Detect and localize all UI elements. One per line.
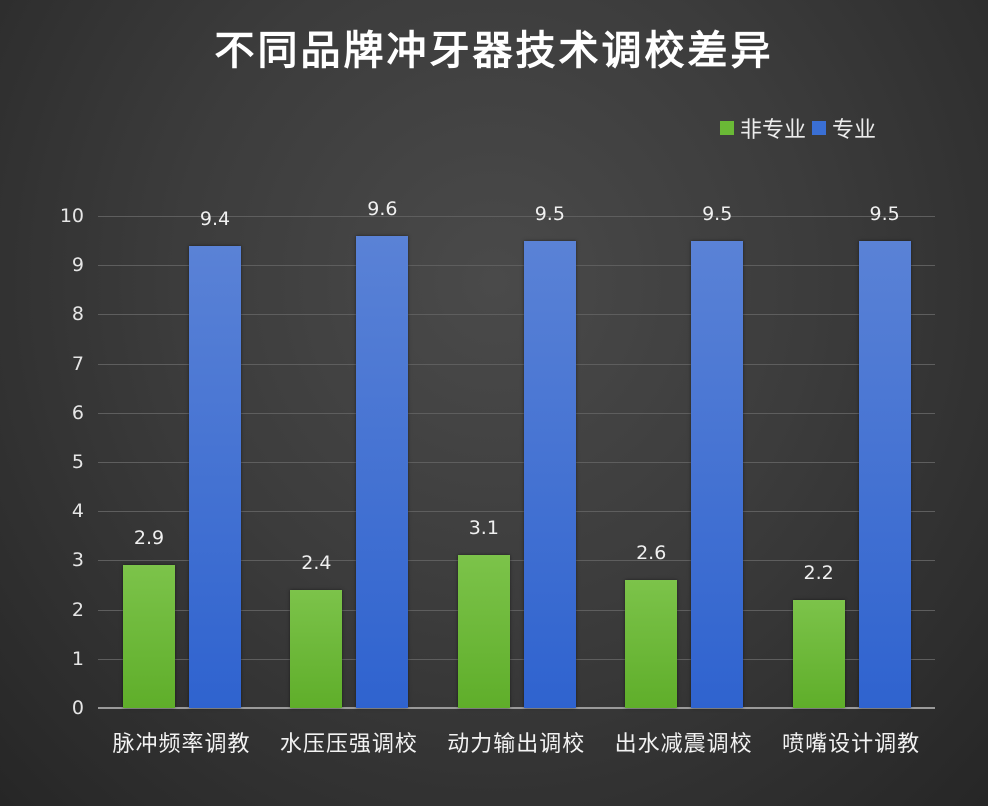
gridline (98, 511, 935, 513)
x-tick-label: 喷嘴设计调教 (782, 732, 921, 757)
bar-pro (523, 240, 576, 708)
gridline (98, 609, 935, 611)
y-tick-label: 10 (59, 205, 84, 227)
gridline (98, 314, 935, 316)
bar-pro (691, 240, 744, 708)
bar-pro (858, 240, 911, 708)
gridline (98, 560, 935, 562)
legend-item-pro: 专业 (812, 112, 876, 144)
plot-area: 2.9 9.4 2.4 9.6 3.1 9.5 2.6 9.5 2.2 9.5 (98, 198, 935, 709)
data-label: 9.4 (199, 207, 231, 230)
chart-title: 不同品牌冲牙器技术调校差异 (214, 27, 774, 74)
data-label: 2.2 (803, 561, 834, 584)
y-tick-label: 3 (71, 549, 84, 572)
x-tick-label: 动力输出调校 (447, 732, 586, 757)
x-tick-label: 脉冲频率调教 (112, 732, 251, 757)
legend-swatch-green (720, 121, 734, 135)
gridline (98, 462, 935, 463)
data-label: 9.5 (534, 202, 565, 225)
y-tick-label: 7 (71, 352, 84, 375)
x-axis-line (98, 707, 935, 709)
gridline (98, 265, 935, 267)
y-tick-label: 4 (71, 500, 84, 523)
bar-nonpro (457, 555, 510, 708)
legend: 非专业 专业 (720, 112, 882, 144)
gridline (98, 412, 935, 414)
bar-nonpro (625, 580, 678, 708)
bar-pro (189, 245, 241, 708)
data-label: 9.5 (869, 202, 900, 225)
x-tick-label: 出水减震调校 (614, 732, 753, 757)
data-label: 2.4 (301, 551, 332, 574)
data-label: 2.6 (636, 542, 667, 565)
bar-nonpro (123, 565, 175, 708)
y-tick-label: 6 (71, 401, 84, 424)
legend-item-nonpro: 非专业 (720, 112, 806, 144)
data-label: 9.6 (367, 197, 398, 220)
x-tick-label: 水压压强调校 (279, 732, 418, 757)
legend-swatch-blue (812, 121, 827, 135)
gridline (98, 363, 935, 365)
y-tick-label: 9 (71, 254, 84, 277)
bar-nonpro (792, 599, 845, 708)
y-tick-label: 5 (71, 451, 84, 473)
legend-label: 非专业 (740, 118, 807, 143)
data-label: 9.5 (702, 202, 733, 225)
gridline (98, 216, 935, 217)
bar-pro (356, 235, 409, 708)
data-label: 3.1 (468, 517, 499, 540)
y-tick-label: 1 (71, 647, 84, 670)
gridline (98, 658, 935, 660)
legend-label: 专业 (832, 118, 877, 143)
y-tick-label: 8 (71, 303, 84, 326)
data-label: 2.9 (133, 527, 165, 550)
y-tick-label: 2 (71, 598, 84, 621)
y-tick-label: 0 (71, 697, 84, 719)
bar-nonpro (290, 589, 343, 708)
